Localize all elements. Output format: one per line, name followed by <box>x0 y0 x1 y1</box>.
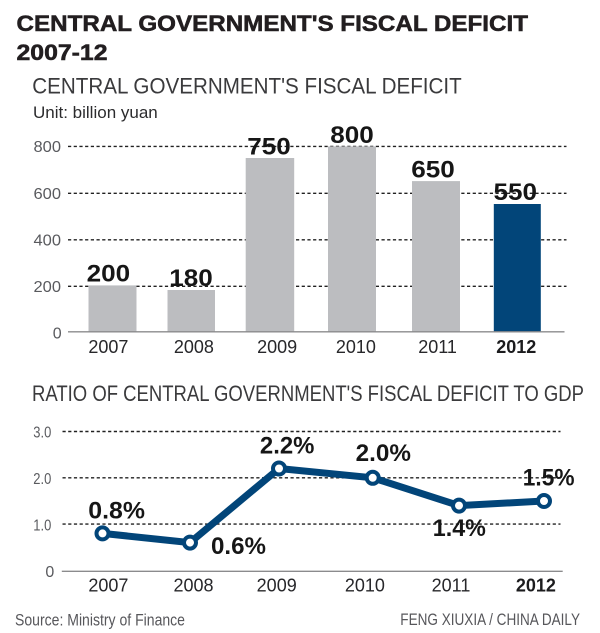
svg-text:550: 550 <box>494 179 538 206</box>
svg-text:800: 800 <box>330 122 374 149</box>
svg-text:0.6%: 0.6% <box>211 533 266 560</box>
svg-text:2011: 2011 <box>418 337 457 357</box>
svg-text:2008: 2008 <box>173 576 213 596</box>
svg-text:2011: 2011 <box>432 576 471 596</box>
svg-text:400: 400 <box>34 232 62 249</box>
svg-text:1.5%: 1.5% <box>523 464 575 491</box>
svg-text:3.0: 3.0 <box>33 424 51 441</box>
svg-text:650: 650 <box>411 157 455 184</box>
svg-text:2.0: 2.0 <box>33 471 51 488</box>
svg-text:0.8%: 0.8% <box>88 497 145 524</box>
svg-text:2.0%: 2.0% <box>356 440 412 467</box>
svg-text:600: 600 <box>34 186 62 203</box>
svg-text:1.4%: 1.4% <box>433 515 486 542</box>
svg-text:0: 0 <box>53 326 62 343</box>
svg-text:2007: 2007 <box>88 337 128 357</box>
svg-text:200: 200 <box>34 279 62 296</box>
svg-text:1.0: 1.0 <box>33 518 51 535</box>
svg-text:0: 0 <box>45 564 54 581</box>
svg-text:2010: 2010 <box>336 337 376 357</box>
svg-text:FENG XIUXIA / CHINA DAILY: FENG XIUXIA / CHINA DAILY <box>400 611 580 629</box>
svg-text:2012: 2012 <box>516 576 556 596</box>
svg-text:2009: 2009 <box>257 576 297 596</box>
svg-text:2.2%: 2.2% <box>260 432 315 459</box>
svg-text:RATIO OF CENTRAL GOVERNMENT'S: RATIO OF CENTRAL GOVERNMENT'S FISCAL DEF… <box>32 381 584 406</box>
svg-text:2007: 2007 <box>88 576 128 596</box>
svg-text:2010: 2010 <box>345 576 385 596</box>
svg-text:2008: 2008 <box>174 337 214 357</box>
svg-text:200: 200 <box>87 260 131 287</box>
svg-text:750: 750 <box>247 133 291 160</box>
svg-text:2007-12: 2007-12 <box>17 40 108 65</box>
svg-text:2012: 2012 <box>496 337 536 357</box>
svg-text:Source: Ministry of Finance: Source: Ministry of Finance <box>15 612 185 630</box>
svg-text:2009: 2009 <box>257 337 297 357</box>
svg-text:180: 180 <box>169 265 213 292</box>
svg-text:CENTRAL GOVERNMENT'S FISCAL DE: CENTRAL GOVERNMENT'S FISCAL DEFICIT <box>17 11 529 36</box>
svg-text:CENTRAL GOVERNMENT'S FISCAL DE: CENTRAL GOVERNMENT'S FISCAL DEFICIT <box>32 73 461 98</box>
svg-text:800: 800 <box>34 139 62 156</box>
svg-text:Unit: billion yuan: Unit: billion yuan <box>33 103 158 122</box>
